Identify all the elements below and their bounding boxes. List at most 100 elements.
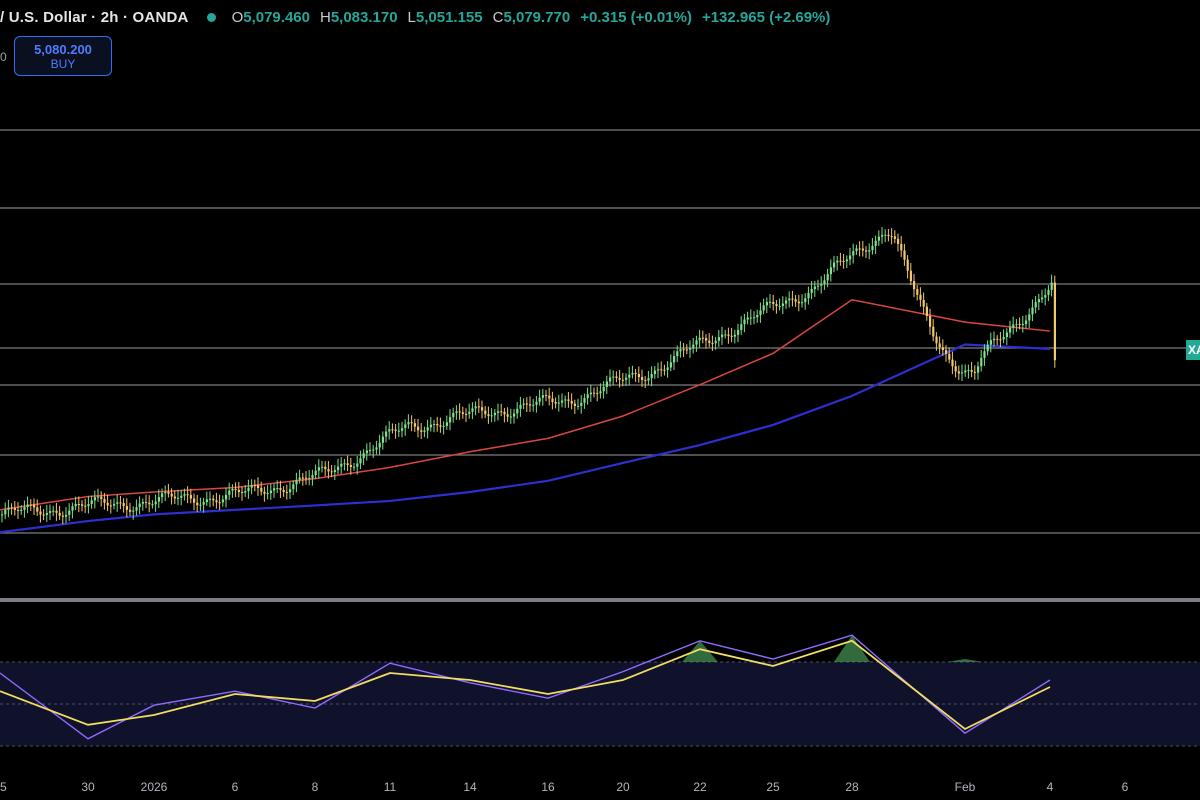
high-key: H [319,8,331,26]
candle-body [855,248,858,252]
candle-body [807,292,810,299]
rsi-path [0,634,1051,740]
time-tick-label: 20 [616,780,630,794]
buy-button[interactable]: 5,080.200 BUY [14,36,112,76]
candle-body [266,493,269,495]
candle-body [810,289,813,293]
rsi-overbought-fill [682,635,983,662]
candle-body [605,381,608,387]
candle-body [599,391,602,394]
buy-label: BUY [50,56,76,71]
price-chart[interactable] [0,128,1200,598]
open-value: O5,079.460 [232,9,310,26]
candle-body [874,240,877,246]
candle-body [289,489,292,493]
candle-body [900,243,903,251]
candle-body [375,447,378,450]
candle-body [164,492,167,494]
time-tick-label: 25 [0,780,7,794]
candle-body [263,491,266,494]
candle-body [743,319,746,325]
candle-body [317,467,320,471]
candle-body [269,490,272,494]
candle-body [10,507,13,509]
candle-body [705,338,708,341]
candle-body [385,431,388,437]
candle-body [97,496,100,498]
candle-body [663,369,666,371]
candle-body [1018,323,1021,325]
candle-body [801,302,804,304]
candle-body [445,422,448,426]
fast-ma-path [0,298,1051,511]
candle-body [58,512,61,516]
candle-body [436,423,439,426]
candle-body [353,466,356,468]
symbol-title: / U.S. Dollar · 2h · OANDA [0,8,189,26]
candle-body [919,294,922,300]
candle-body [180,495,183,498]
candle-body [116,502,119,504]
candle-body [394,429,397,431]
last-price-tag: XA [1186,340,1200,360]
candle-body [234,488,237,490]
candle-body [522,403,525,405]
candle-body [90,500,93,505]
candle-body [362,453,365,459]
candle-body [305,477,308,479]
candle-body [730,335,733,337]
candle-body [442,425,445,427]
candle-body [903,250,906,260]
candle-body [199,504,202,506]
candle-body [980,357,983,367]
candle-body [621,379,624,381]
candle-body [641,377,644,380]
candle-body [138,503,141,508]
pane-separator[interactable] [0,598,1200,602]
rsi-chart[interactable] [0,604,1200,774]
candle-body [340,463,343,467]
candle-body [634,372,637,374]
candle-body [999,339,1002,341]
candle-body [788,298,791,301]
candle-body [125,506,128,510]
candle-body [308,478,311,480]
candle-body [986,344,989,352]
candle-body [225,494,228,500]
candle-body [241,491,244,493]
candle-body [103,499,106,503]
candle-body [1,514,4,516]
candle-body [695,340,698,345]
candle-body [532,404,535,406]
candle-body [733,334,736,337]
candle-body [292,484,295,490]
slow-moving-average [0,343,1051,534]
candle-body [55,510,58,513]
candle-body [826,274,829,281]
candle-body [84,505,87,507]
candle-body [714,340,717,344]
candle-body [833,262,836,268]
candle-body [273,488,276,491]
candle-body [439,425,442,427]
open-key: O [231,8,244,26]
candle-body [653,370,656,375]
candle-body [756,314,759,318]
candle-body [676,351,679,357]
candle-body [644,379,647,381]
candle-body [500,411,503,413]
candle-body [1047,289,1050,296]
candle-body [954,366,957,372]
candle-body [279,488,282,490]
candle-body [615,376,618,378]
candle-body [426,427,429,431]
candle-body [877,236,880,241]
candle-body [628,374,631,378]
candle-body [740,324,743,331]
candle-body [804,298,807,303]
candle-body [221,499,224,503]
time-tick-label: 4 [1047,780,1054,794]
candle-body [202,502,205,505]
candle-body [477,406,480,408]
time-tick-label: 16 [541,780,555,794]
